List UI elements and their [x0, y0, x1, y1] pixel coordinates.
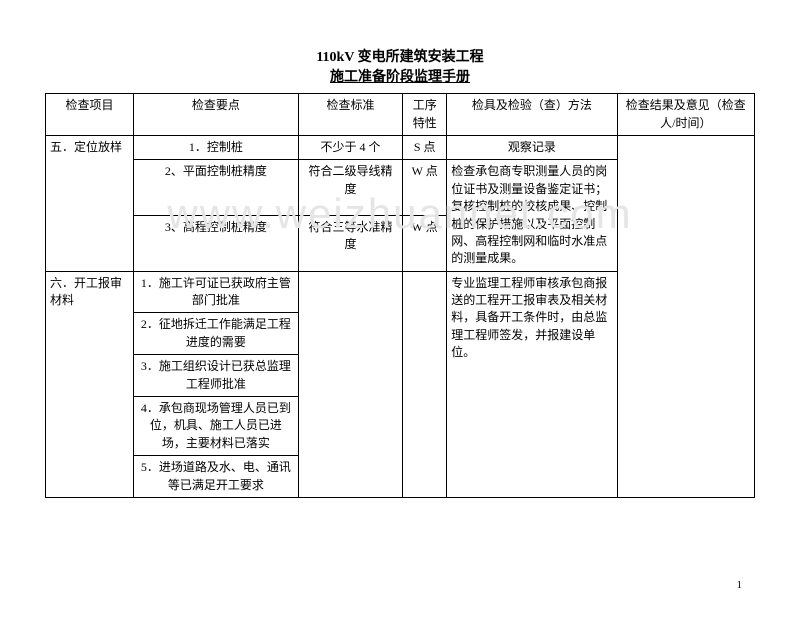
cell: S 点 [403, 135, 447, 159]
cell: 1．控制桩 [133, 135, 298, 159]
section5-title: 五．定位放样 [46, 135, 134, 271]
header-row: 检查项目 检查要点 检查标准 工序特性 检具及检验（查）方法 检查结果及意见（检… [46, 94, 755, 136]
cell: 符合二级导线精度 [298, 160, 402, 216]
cell: 观察记录 [447, 135, 617, 159]
table-row: 五．定位放样 1．控制桩 不少于 4 个 S 点 观察记录 [46, 135, 755, 159]
document-title: 110kV 变电所建筑安装工程 施工准备阶段监理手册 [45, 48, 755, 87]
header-c6: 检查结果及意见（检查人/时间） [617, 94, 754, 136]
cell: 3、高程控制桩精度 [133, 216, 298, 272]
cell: 1．施工许可证已获政府主管部门批准 [133, 271, 298, 313]
cell: 5．进场道路及水、电、通讯等已满足开工要求 [133, 456, 298, 498]
cell [403, 271, 447, 497]
cell: W 点 [403, 216, 447, 272]
cell: 2、平面控制桩精度 [133, 160, 298, 216]
cell: 检查承包商专职测量人员的岗位证书及测量设备鉴定证书；复核控制桩的校核成果、控制桩… [447, 160, 617, 271]
result-cell [617, 135, 754, 497]
title-line2: 施工准备阶段监理手册 [45, 68, 755, 88]
cell: 不少于 4 个 [298, 135, 402, 159]
header-c3: 检查标准 [298, 94, 402, 136]
cell: W 点 [403, 160, 447, 216]
title-line1: 110kV 变电所建筑安装工程 [45, 48, 755, 68]
header-c5: 检具及检验（查）方法 [447, 94, 617, 136]
cell: 2．征地拆迁工作能满足工程进度的需要 [133, 313, 298, 355]
page-number: 1 [737, 579, 743, 591]
cell: 符合三等水准精度 [298, 216, 402, 272]
cell: 3．施工组织设计已获总监理工程师批准 [133, 355, 298, 397]
cell [298, 271, 402, 497]
header-c4: 工序特性 [403, 94, 447, 136]
supervision-table: 检查项目 检查要点 检查标准 工序特性 检具及检验（查）方法 检查结果及意见（检… [45, 93, 755, 498]
header-c2: 检查要点 [133, 94, 298, 136]
cell: 专业监理工程师审核承包商报送的工程开工报审表及相关材料，具备开工条件时，由总监理… [447, 271, 617, 497]
header-c1: 检查项目 [46, 94, 134, 136]
cell: 4．承包商现场管理人员已到位，机具、施工人员已进场，主要材料已落实 [133, 397, 298, 456]
section6-title: 六．开工报审材料 [46, 271, 134, 497]
